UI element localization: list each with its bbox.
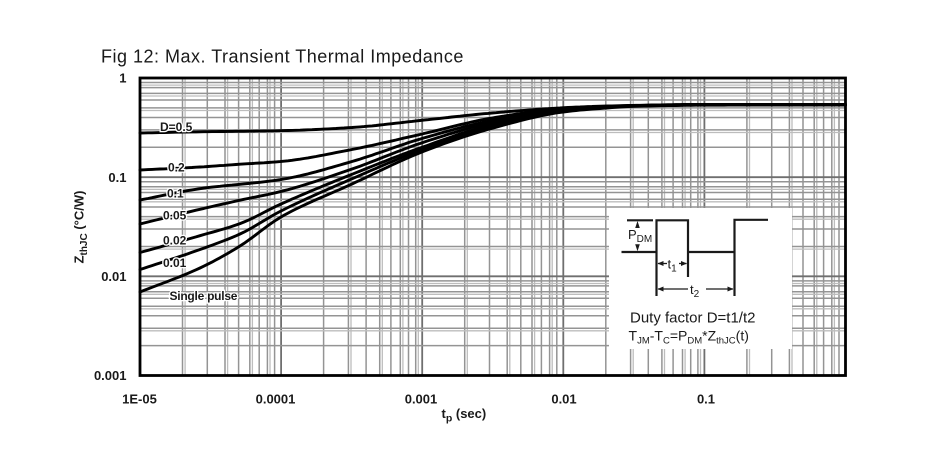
svg-text:D=0.5: D=0.5: [160, 120, 193, 134]
svg-text:0.1: 0.1: [108, 170, 126, 185]
svg-text:0.0001: 0.0001: [256, 392, 296, 407]
svg-text:0.2: 0.2: [168, 161, 185, 175]
svg-text:TJM-TC=PDM*ZthJC(t): TJM-TC=PDM*ZthJC(t): [629, 328, 749, 347]
svg-text:tp (sec): tp (sec): [442, 406, 487, 425]
svg-text:0.05: 0.05: [163, 209, 187, 223]
svg-text:0.001: 0.001: [405, 392, 438, 407]
svg-text:Fig 12: Max. Transient Thermal: Fig 12: Max. Transient Thermal Impedance: [101, 47, 464, 67]
svg-text:0.01: 0.01: [101, 269, 126, 284]
svg-text:0.02: 0.02: [163, 234, 187, 248]
svg-text:t2: t2: [690, 282, 700, 300]
svg-text:1E-05: 1E-05: [122, 392, 157, 407]
svg-text:0.1: 0.1: [697, 392, 715, 407]
svg-text:0.01: 0.01: [551, 392, 576, 407]
svg-text:0.01: 0.01: [163, 256, 187, 270]
svg-text:Single pulse: Single pulse: [170, 289, 238, 303]
svg-text:t1: t1: [668, 257, 678, 275]
svg-text:Duty factor D=t1/t2: Duty factor D=t1/t2: [630, 310, 755, 327]
svg-text:0.1: 0.1: [167, 187, 184, 201]
svg-text:0.001: 0.001: [94, 368, 127, 383]
svg-text:1: 1: [119, 71, 126, 86]
